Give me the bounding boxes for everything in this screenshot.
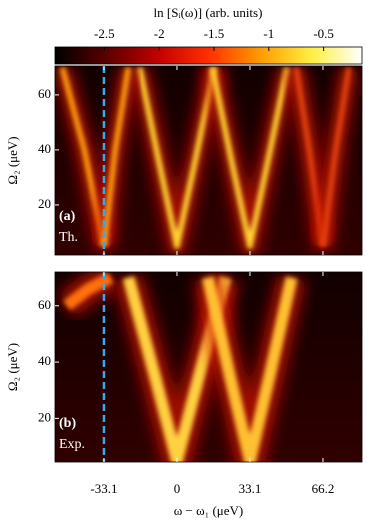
colorbar-tick-label: -1: [263, 26, 274, 41]
y-axis-label: Ω₂ (μeV): [5, 136, 20, 184]
heat-branch: [209, 66, 291, 250]
x-tick-label: 66.2: [312, 481, 335, 496]
y-tick-label: 20: [38, 409, 51, 424]
heat-branch: [319, 66, 352, 247]
y-axis-label: Ω₂ (μeV): [5, 343, 20, 391]
panel-sublabel: Th.: [59, 230, 78, 245]
heat-branch: [59, 66, 107, 247]
colorbar-tick-label: -0.5: [313, 26, 334, 41]
plot-frame: [54, 271, 363, 463]
x-axis-label: ω − ω₁ (μeV): [174, 503, 244, 518]
heat-branch: [100, 66, 132, 247]
y-tick-label: 20: [38, 196, 51, 211]
x-tick-label: 0: [174, 481, 181, 496]
colorbar-tick-label: -2: [154, 26, 165, 41]
y-tick-label: 60: [38, 86, 51, 101]
panel-sublabel: Exp.: [59, 437, 85, 452]
heatmap: [55, 66, 359, 255]
x-tick-label: 33.1: [239, 481, 262, 496]
colorbar-tick-label: -1.5: [204, 26, 225, 41]
plot-frame: [54, 65, 363, 256]
y-tick-label: 40: [38, 141, 51, 156]
heat-branch: [136, 66, 218, 250]
colorbar: [54, 46, 363, 65]
colorbar-label: ln [Sᵢ(ω)] (arb. units): [154, 5, 263, 20]
y-tick-label: 60: [38, 297, 51, 312]
heat-branch: [63, 272, 114, 311]
x-tick-label: -33.1: [90, 481, 117, 496]
y-tick-label: 40: [38, 353, 51, 368]
panel-label: (a): [59, 209, 76, 224]
panel-label: (b): [59, 416, 76, 431]
colorbar-tick-label: -2.5: [94, 26, 115, 41]
